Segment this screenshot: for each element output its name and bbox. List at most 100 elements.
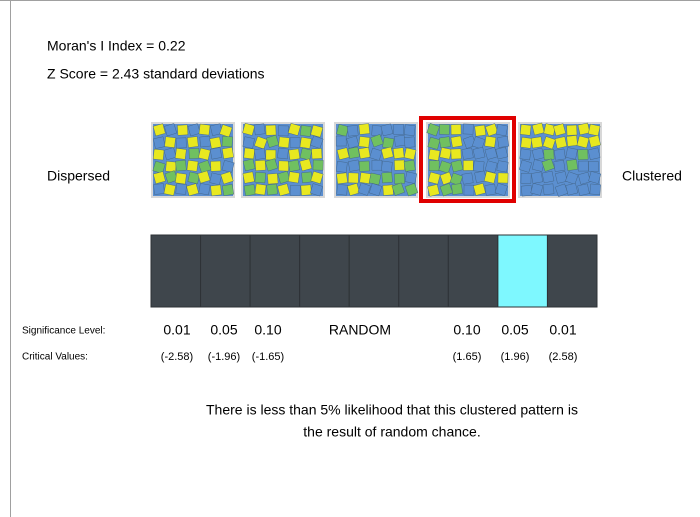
thumbnail-cell [565,147,578,160]
thumbnail-cell [209,147,223,160]
thumbnail-cell [565,171,579,185]
thumbnail-cell [336,172,348,185]
thumbnail-cell [243,147,256,160]
thumbnail-cell [187,171,201,185]
thumbnail-cell [312,159,324,171]
thumbnail-cell [371,159,383,171]
thumbnail-cell [393,124,404,135]
thumbnail-cell [542,136,556,150]
thumbnail-cell [336,147,350,161]
thumbnail-cell [164,170,178,184]
thumbnail-cell [254,159,266,171]
thumbnail-cell [380,123,394,137]
significance-level: 0.10 [254,322,281,338]
thumbnail-cell [473,183,486,196]
thumbnail-cell [461,147,474,160]
thumbnail-cell [427,136,441,150]
thumbnail-cell [530,182,544,196]
thumbnail-cell [450,135,463,148]
thumbnail-cell [278,160,290,172]
thumbnail-cell [266,134,280,148]
thumbnail-cell [264,158,278,172]
bar-cell [497,234,548,308]
thumbnail-cell [495,124,508,137]
thumbnail-cell [243,184,256,197]
critical-value: (-1.65) [252,351,284,363]
thumbnail-cell [439,171,454,186]
thumbnail-cell [438,124,450,135]
thumbnail-cell [566,124,578,136]
thumbnail-cell [186,160,199,172]
thumbnail-cell [165,160,177,173]
thumbnail-cell [222,184,234,197]
thumbnail-cell [347,159,361,172]
thumbnail-cell [164,136,176,148]
thumbnail-cell [152,160,166,174]
significance-bar [150,234,598,308]
thumbnail-cell [428,160,440,171]
significance-level: 0.10 [453,322,480,338]
thumbnail-cell [311,148,323,160]
thumbnail-cell [153,171,166,184]
thumbnail-cell [531,147,545,161]
thumbnail-cell [450,124,462,135]
thumbnail-cell [451,183,463,195]
thumbnail-cell [426,123,440,137]
thumbnail-cell [450,159,464,173]
thumbnail-cell [541,158,555,172]
selected-pattern-box [419,116,516,203]
thumbnail-cell [428,148,441,161]
thumbnail-cell [175,183,187,195]
thumbnail-cell [198,183,211,196]
critical-value: (1.65) [453,351,482,363]
thumbnail-cell [175,172,187,185]
thumbnail-cell [242,158,256,172]
thumbnail-cell [300,184,312,196]
thumbnail-cell [484,183,497,196]
thumbnail-cell [358,146,371,160]
thumbnail-cell [588,171,602,184]
thumbnail-cell [530,136,543,149]
clustered-label: Clustered [622,168,682,184]
thumbnail-cell [347,183,360,196]
significance-level: 0.05 [210,322,237,338]
thumbnail-cell [187,123,201,137]
thumbnail-cell [449,172,463,186]
thumbnail-cell [394,159,405,171]
thumbnail-cell [554,136,568,149]
thumbnail-cell [496,160,509,173]
thumbnail-cell [450,148,462,160]
thumbnail-cell [404,182,419,197]
critical-value: (-2.58) [161,351,193,363]
thumbnail-cell [484,146,498,160]
thumbnail-cell [219,124,233,138]
thumbnail-cell [299,136,312,149]
thumbnail-cell [484,135,497,148]
significance-label: Significance Level: [22,326,105,337]
thumbnail-cell [531,171,544,184]
thumbnail-cell [266,183,278,196]
thumbnail-cell [474,124,487,137]
thumbnail-cell [177,124,189,136]
bar-cell [150,234,202,308]
thumbnail-cell [531,159,545,172]
thumbnail-cell [254,183,267,196]
thumbnail-cell [577,122,591,136]
thumbnail-cell [427,184,440,197]
thumbnail-cell [187,136,199,148]
thumbnail-cell [393,173,405,185]
thumbnail-cell [393,134,406,147]
thumbnail-cell [175,137,187,149]
thumbnail-cell [403,159,416,172]
thumbnail-cell [461,172,474,185]
thumbnail-cell [553,123,566,137]
thumbnail-cell [472,160,485,173]
thumbnail-cell [484,160,498,174]
thumbnail-cell [209,172,222,186]
thumbnail-cell [589,183,601,195]
bar-cell [546,234,598,308]
thumbnail-cell [519,124,532,136]
thumbnail-cell [277,183,290,197]
thumbnail-cell [242,136,255,149]
